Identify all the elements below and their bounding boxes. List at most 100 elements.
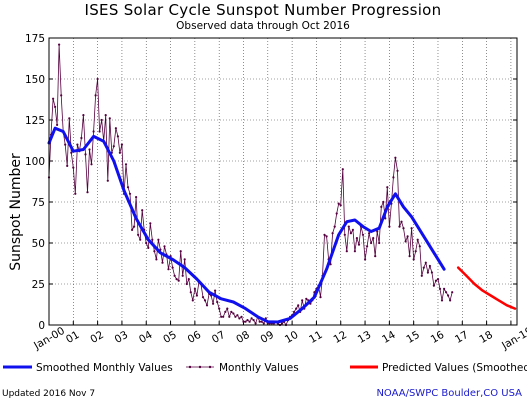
monthly-value-point (54, 105, 57, 108)
monthly-value-point (120, 143, 123, 146)
monthly-value-point (139, 238, 142, 241)
monthly-value-point (325, 235, 328, 238)
monthly-value-point (183, 258, 186, 261)
x-tick-label: 10 (283, 329, 301, 346)
monthly-value-point (370, 241, 373, 245)
monthly-value-point (88, 148, 91, 151)
monthly-value-point (301, 299, 304, 302)
grid-lines (48, 37, 517, 326)
monthly-value-point (447, 294, 450, 297)
chart-title: ISES Solar Cycle Sunspot Number Progress… (85, 1, 442, 19)
monthly-value-point (388, 225, 391, 228)
monthly-value-point (443, 287, 446, 290)
monthly-value-point (384, 217, 387, 220)
monthly-value-point (451, 291, 454, 294)
monthly-value-point (222, 315, 225, 318)
monthly-value-point (376, 230, 379, 233)
monthly-value-point (56, 123, 59, 126)
x-tick-label: 03 (113, 329, 131, 346)
monthly-value-point (449, 299, 452, 302)
monthly-value-point (386, 186, 389, 189)
monthly-value-point (339, 204, 342, 207)
monthly-value-point (58, 43, 61, 46)
monthly-value-point (432, 284, 435, 287)
monthly-value-point (420, 274, 423, 277)
monthly-value-point (396, 169, 399, 172)
monthly-value-point (333, 225, 336, 228)
monthly-value-point (349, 232, 352, 235)
monthly-value-point (258, 320, 261, 323)
monthly-value-point (128, 192, 132, 195)
monthly-value-point (112, 145, 115, 148)
x-tick-label: 01 (64, 329, 82, 346)
monthly-value-point (347, 225, 350, 228)
monthly-value-point (179, 250, 182, 253)
monthly-value-point (392, 176, 395, 179)
monthly-value-point (157, 238, 160, 241)
monthly-value-point (343, 233, 346, 236)
monthly-value-point (74, 192, 77, 195)
monthly-value-point (161, 261, 164, 264)
monthly-value-point (84, 153, 87, 156)
monthly-value-point (133, 225, 136, 228)
x-tick-label: 11 (307, 329, 325, 346)
monthly-value-point (252, 319, 255, 322)
x-tick-label: 15 (404, 329, 422, 346)
monthly-value-point (203, 299, 207, 302)
monthly-value-point (372, 237, 375, 240)
monthly-value-point (351, 228, 354, 231)
monthly-value-point (394, 156, 397, 159)
x-tick-label: 18 (477, 329, 495, 346)
smoothed-values-line (47, 126, 446, 324)
x-tick-label: 08 (234, 329, 252, 346)
monthly-value-point (153, 250, 156, 253)
monthly-value-point (98, 130, 101, 133)
monthly-value-point (250, 317, 253, 320)
monthly-value-point (82, 114, 85, 117)
monthly-value-point (187, 278, 190, 281)
monthly-value-point (297, 304, 300, 307)
monthly-value-point (422, 266, 425, 269)
legend-marker-monthly (188, 365, 192, 369)
monthly-value-point (236, 314, 239, 317)
credit-note: NOAA/SWPC Boulder,CO USA (376, 388, 522, 399)
y-tick-label: 125 (25, 115, 45, 127)
monthly-value-point (76, 143, 79, 146)
monthly-value-point (436, 278, 440, 281)
monthly-value-point (116, 135, 119, 138)
monthly-value-point (232, 312, 235, 315)
monthly-value-point (72, 166, 75, 169)
y-tick-label: 0 (38, 320, 45, 332)
monthly-value-point (438, 287, 442, 290)
monthly-value-point (378, 241, 381, 245)
monthly-value-point (224, 310, 227, 313)
monthly-value-point (228, 315, 231, 318)
monthly-value-point (230, 310, 233, 313)
monthly-value-point (355, 237, 358, 240)
predicted-values-line (456, 266, 517, 310)
monthly-value-point (167, 268, 170, 271)
monthly-values-line (48, 44, 453, 326)
monthly-value-point (262, 322, 265, 325)
monthly-value-point (124, 163, 128, 166)
monthly-value-point (295, 307, 298, 310)
y-tick-label: 150 (25, 74, 45, 86)
x-tick-label: 04 (137, 329, 155, 346)
monthly-value-point (195, 294, 198, 297)
monthly-value-point (226, 307, 229, 310)
monthly-value-point (428, 264, 431, 268)
y-tick-label: 175 (25, 33, 45, 45)
monthly-value-point (440, 299, 444, 302)
smoothed-values-series (47, 126, 446, 324)
monthly-value-point (141, 209, 144, 212)
monthly-value-point (234, 315, 237, 318)
monthly-value-point (90, 163, 93, 166)
monthly-value-point (345, 250, 348, 253)
y-axis-ticks: 0 25 50 75 100 125 150 175 (25, 33, 45, 332)
monthly-value-point (400, 220, 403, 223)
monthly-value-point (126, 186, 130, 189)
legend-label-smoothed: Smoothed Monthly Values (36, 362, 173, 374)
monthly-value-point (114, 127, 117, 130)
y-tick-label: 50 (32, 238, 45, 250)
